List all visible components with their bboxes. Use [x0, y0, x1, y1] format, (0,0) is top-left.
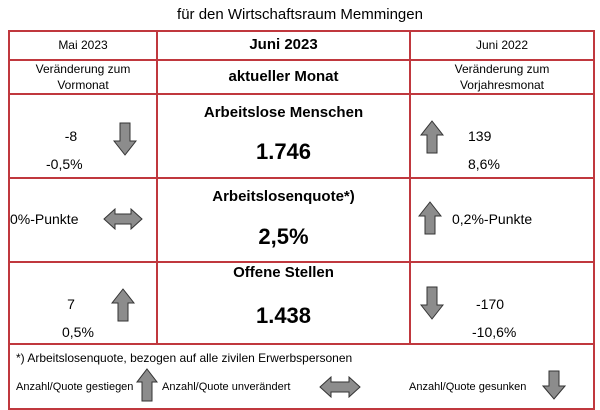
- divider: [8, 261, 595, 263]
- legend-up-label: Anzahl/Quote gestiegen: [16, 381, 134, 393]
- arrow-left-right-icon: [103, 208, 143, 230]
- row-title-unemployed: Arbeitslose Menschen: [203, 104, 364, 121]
- header-previous-year: Juni 2022: [475, 38, 529, 52]
- arrow-left-right-icon: [319, 376, 361, 398]
- footnote: *) Arbeitslosenquote, bezogen auf alle z…: [16, 351, 353, 365]
- right-change-abs: 139: [468, 128, 492, 144]
- arrow-down-icon: [420, 286, 444, 320]
- row-title-vacancies: Offene Stellen: [233, 264, 334, 281]
- right-change-pct: 8,6%: [468, 156, 500, 172]
- legend-down-label: Anzahl/Quote gesunken: [409, 381, 527, 393]
- arrow-down-icon: [542, 370, 566, 400]
- row-value-rate: 2,5%: [258, 224, 309, 249]
- divider: [8, 93, 595, 95]
- divider: [8, 343, 595, 345]
- left-change-pct: -0,5%: [46, 156, 83, 172]
- arrow-up-icon: [111, 288, 135, 322]
- legend-same-label: Anzahl/Quote unverändert: [162, 381, 291, 393]
- row-value-unemployed: 1.746: [255, 139, 312, 164]
- left-change-points: 0%-Punkte: [10, 211, 79, 227]
- right-change-points: 0,2%-Punkte: [452, 211, 533, 227]
- divider: [409, 30, 411, 345]
- header-current-month: Juni 2023: [249, 36, 318, 53]
- header-previous-month: Mai 2023: [58, 38, 108, 52]
- caption: für den Wirtschaftsraum Memmingen: [177, 6, 423, 23]
- row-value-vacancies: 1.438: [255, 303, 312, 328]
- arrow-down-icon: [113, 122, 137, 156]
- arrow-up-icon: [418, 201, 442, 235]
- left-change-pct: 0,5%: [62, 324, 94, 340]
- right-change-pct: -10,6%: [472, 324, 517, 340]
- divider: [8, 177, 595, 179]
- divider: [156, 30, 158, 345]
- left-change-abs: -8: [64, 128, 78, 144]
- left-change-abs: 7: [67, 296, 75, 312]
- subheader-change-year: Veränderung zum Vorjahresmonat: [454, 62, 550, 92]
- subheader-current: aktueller Monat: [228, 68, 339, 85]
- row-title-rate: Arbeitslosenquote*): [212, 188, 355, 205]
- subheader-change-month: Veränderung zum Vormonat: [35, 62, 131, 92]
- arrow-up-icon: [420, 120, 444, 154]
- divider: [8, 59, 595, 61]
- right-change-abs: -170: [476, 296, 505, 312]
- arrow-up-icon: [136, 368, 158, 402]
